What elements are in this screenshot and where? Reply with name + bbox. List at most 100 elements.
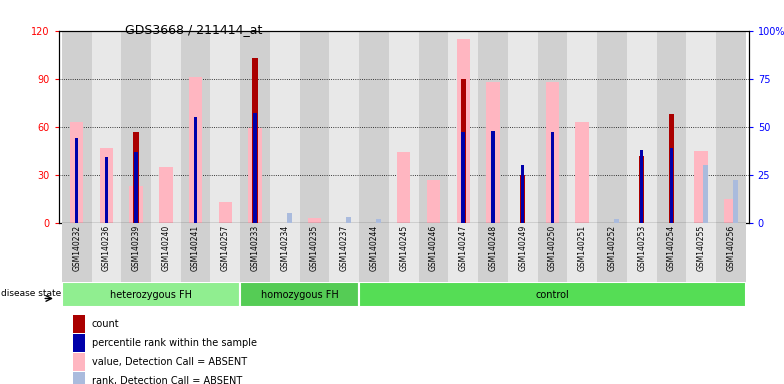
- Bar: [397, 152, 411, 223]
- Bar: [478, 223, 508, 284]
- Bar: [597, 31, 626, 223]
- Bar: [568, 223, 597, 284]
- Text: GSM140254: GSM140254: [667, 225, 676, 271]
- Bar: [669, 114, 674, 223]
- Bar: [389, 31, 419, 223]
- Bar: [520, 175, 525, 223]
- Text: GSM140255: GSM140255: [697, 225, 706, 271]
- Bar: [62, 31, 92, 223]
- Bar: [249, 128, 262, 223]
- Bar: [546, 82, 559, 223]
- Bar: [389, 223, 419, 284]
- Bar: [486, 82, 499, 223]
- Bar: [448, 31, 478, 223]
- Bar: [240, 223, 270, 284]
- Bar: [614, 219, 619, 223]
- Bar: [74, 138, 78, 223]
- Text: GSM140252: GSM140252: [608, 225, 616, 271]
- Bar: [670, 148, 673, 223]
- Bar: [194, 117, 198, 223]
- Bar: [181, 223, 210, 284]
- Bar: [656, 31, 686, 223]
- Bar: [686, 223, 716, 284]
- Text: GSM140247: GSM140247: [459, 225, 468, 271]
- Bar: [122, 31, 151, 223]
- Text: GSM140233: GSM140233: [251, 225, 260, 271]
- Text: rank, Detection Call = ABSENT: rank, Detection Call = ABSENT: [92, 376, 242, 384]
- Bar: [626, 223, 656, 284]
- Text: GSM140256: GSM140256: [727, 225, 735, 271]
- Text: GSM140241: GSM140241: [191, 225, 200, 271]
- Bar: [538, 31, 568, 223]
- Bar: [656, 223, 686, 284]
- Bar: [329, 31, 359, 223]
- Bar: [640, 150, 644, 223]
- Bar: [73, 315, 85, 333]
- Text: GSM140240: GSM140240: [162, 225, 170, 271]
- Bar: [270, 31, 299, 223]
- Bar: [62, 282, 240, 307]
- Bar: [639, 156, 644, 223]
- Bar: [478, 31, 508, 223]
- Text: GSM140253: GSM140253: [637, 225, 646, 271]
- Bar: [359, 31, 389, 223]
- Bar: [508, 223, 538, 284]
- Bar: [219, 202, 232, 223]
- Bar: [151, 31, 181, 223]
- Text: GDS3668 / 211414_at: GDS3668 / 211414_at: [125, 23, 263, 36]
- Bar: [299, 31, 329, 223]
- Bar: [568, 31, 597, 223]
- Bar: [73, 334, 85, 352]
- Text: homozygous FH: homozygous FH: [261, 290, 339, 300]
- Bar: [62, 223, 92, 284]
- Bar: [151, 223, 181, 284]
- Text: heterozygous FH: heterozygous FH: [110, 290, 192, 300]
- Text: GSM140234: GSM140234: [281, 225, 289, 271]
- Bar: [252, 58, 258, 223]
- Bar: [346, 217, 351, 223]
- Bar: [448, 223, 478, 284]
- Text: GSM140237: GSM140237: [339, 225, 349, 271]
- Bar: [359, 223, 389, 284]
- Bar: [626, 31, 656, 223]
- Bar: [73, 372, 85, 384]
- Text: GSM140257: GSM140257: [221, 225, 230, 271]
- Text: GSM140235: GSM140235: [310, 225, 319, 271]
- Bar: [129, 186, 143, 223]
- Text: GSM140248: GSM140248: [488, 225, 498, 271]
- Bar: [210, 223, 240, 284]
- Bar: [210, 31, 240, 223]
- Bar: [716, 31, 746, 223]
- Text: GSM140251: GSM140251: [578, 225, 586, 271]
- Bar: [419, 31, 448, 223]
- Bar: [703, 165, 708, 223]
- Bar: [686, 31, 716, 223]
- Bar: [492, 131, 495, 223]
- Text: count: count: [92, 319, 119, 329]
- Text: GSM140246: GSM140246: [429, 225, 438, 271]
- Bar: [460, 79, 466, 223]
- Text: GSM140249: GSM140249: [518, 225, 527, 271]
- Bar: [550, 132, 554, 223]
- Bar: [426, 180, 440, 223]
- Bar: [100, 147, 113, 223]
- Bar: [733, 180, 738, 223]
- Bar: [308, 218, 321, 223]
- Bar: [181, 31, 210, 223]
- Bar: [419, 223, 448, 284]
- Bar: [575, 122, 589, 223]
- Bar: [724, 199, 738, 223]
- Bar: [240, 282, 359, 307]
- Text: GSM140245: GSM140245: [399, 225, 408, 271]
- Bar: [240, 31, 270, 223]
- Bar: [133, 132, 139, 223]
- Bar: [134, 152, 138, 223]
- Bar: [159, 167, 172, 223]
- Bar: [270, 223, 299, 284]
- Bar: [376, 219, 381, 223]
- Bar: [456, 39, 470, 223]
- Bar: [462, 132, 465, 223]
- Bar: [695, 151, 708, 223]
- Text: disease state: disease state: [1, 289, 61, 298]
- Text: GSM140232: GSM140232: [72, 225, 81, 271]
